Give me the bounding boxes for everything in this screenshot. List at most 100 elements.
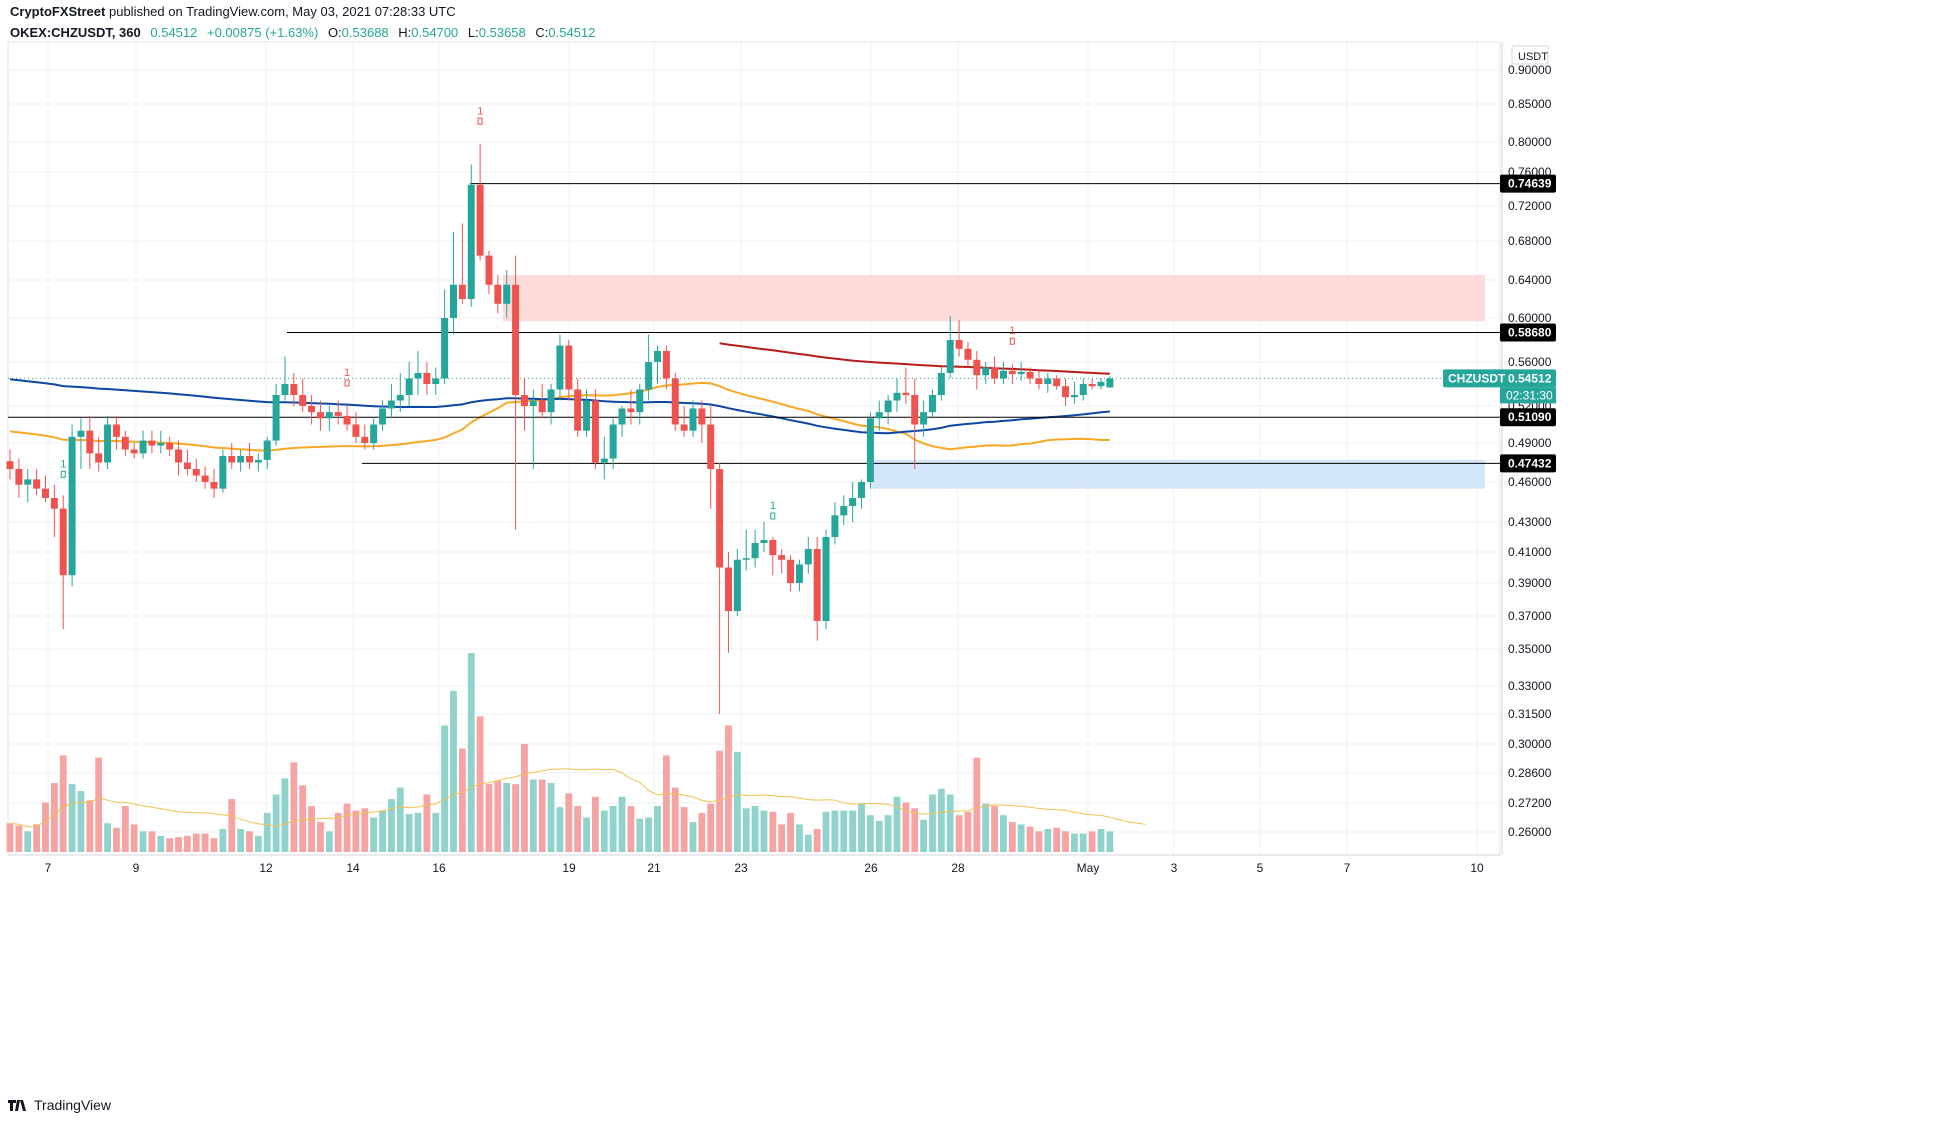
candle-body	[778, 555, 786, 560]
high-label: H:	[398, 25, 412, 40]
candle-body	[432, 378, 440, 384]
volume-bar	[157, 835, 165, 852]
candle-body	[680, 424, 688, 431]
candle-body	[370, 424, 378, 443]
tradingview-logo[interactable]: TradingView	[8, 1097, 111, 1113]
time-tick-label: 5	[1257, 861, 1264, 875]
volume-bar	[104, 823, 111, 852]
countdown-label: 02:31:30	[1506, 388, 1553, 402]
time-tick-label: 16	[432, 861, 446, 875]
volume-bar	[600, 810, 608, 852]
volume-bar	[911, 808, 919, 852]
candle-body	[325, 412, 333, 419]
candle-body	[1053, 378, 1061, 387]
volume-bar	[423, 794, 431, 852]
candle-body	[583, 400, 591, 431]
volume-bar	[77, 791, 85, 852]
volume-bar	[583, 817, 590, 852]
close-value: 0.54512	[548, 25, 596, 40]
candle-body	[840, 506, 848, 516]
volume-bar	[184, 835, 191, 852]
demand-zone	[870, 459, 1485, 489]
candle-body	[1026, 371, 1034, 379]
volume-bar	[15, 825, 23, 852]
volume-bar	[849, 810, 857, 852]
volume-bar	[982, 803, 990, 852]
candle-body	[77, 430, 85, 437]
volume-bar	[325, 831, 333, 852]
candle-body	[822, 537, 830, 621]
price-tick-label: 0.80000	[1508, 135, 1552, 149]
publisher-name: CryptoFXStreet	[10, 4, 106, 19]
candle-body	[281, 384, 289, 395]
candle-body	[503, 284, 511, 304]
candle-body	[760, 540, 768, 543]
candle-body	[520, 395, 528, 406]
candle-body	[600, 458, 608, 463]
candle-body	[175, 449, 183, 463]
volume-bar	[450, 691, 457, 852]
candle-body	[787, 559, 795, 583]
volume-bar	[574, 806, 582, 852]
volume-bar	[955, 815, 963, 852]
candle-body	[565, 345, 573, 390]
price-tick-label: 0.33000	[1508, 679, 1552, 693]
volume-bar	[42, 802, 49, 852]
volume-bar	[272, 794, 280, 852]
volume-bar	[671, 787, 679, 852]
candle-body	[263, 440, 271, 460]
volume-bar	[50, 783, 58, 852]
signal-marker	[477, 117, 483, 125]
volume-bar	[689, 822, 697, 852]
level-tag-label: 0.58680	[1508, 326, 1552, 340]
low-value: 0.53658	[478, 25, 526, 40]
candle-body	[352, 424, 360, 437]
volume-bars	[6, 653, 1146, 852]
candle-body	[272, 395, 280, 441]
candle-body	[884, 400, 892, 413]
volume-bar	[1053, 827, 1061, 852]
candle-body	[476, 184, 484, 256]
candle-body	[928, 395, 936, 413]
candle-body	[299, 395, 307, 406]
candle-body	[733, 559, 741, 612]
volume-bar	[1088, 831, 1096, 852]
time-tick-label: 9	[133, 861, 140, 875]
candle-body	[95, 453, 103, 463]
candle-body	[210, 482, 218, 489]
volume-bar	[902, 802, 910, 852]
volume-bar	[840, 810, 848, 852]
horizontal-levels	[8, 183, 1500, 464]
level-tag-box	[1500, 174, 1556, 193]
volume-bar	[636, 818, 644, 852]
volume-bar	[414, 812, 422, 852]
candle-body	[1070, 395, 1078, 398]
candle-body	[50, 498, 58, 509]
candle-body	[1088, 384, 1096, 387]
last-price: 0.54512	[150, 25, 198, 40]
candle-body	[86, 430, 94, 454]
symbol-label: OKEX:CHZUSDT, 360	[10, 25, 141, 40]
candle-body	[609, 424, 617, 459]
price-tick-label: 0.90000	[1508, 63, 1552, 77]
candle-body	[955, 340, 963, 349]
candle-body	[1035, 378, 1043, 384]
price-tick-label: 0.43000	[1508, 515, 1552, 529]
candle-body	[228, 456, 236, 463]
supply-zone	[503, 275, 1485, 322]
volume-bar	[352, 810, 360, 852]
close-label: C:	[535, 25, 549, 40]
volume-bar	[441, 725, 449, 852]
volume-bar	[751, 806, 759, 852]
candle-body	[591, 400, 599, 463]
time-tick-label: 10	[1470, 861, 1484, 875]
volume-bar	[778, 824, 786, 852]
candle-body	[849, 498, 857, 506]
candle-body	[556, 345, 564, 390]
volume-bar	[68, 784, 76, 852]
candle-body	[1044, 378, 1052, 384]
candle-body	[645, 362, 653, 390]
candle-body	[982, 367, 990, 376]
time-tick-label: 12	[259, 861, 273, 875]
